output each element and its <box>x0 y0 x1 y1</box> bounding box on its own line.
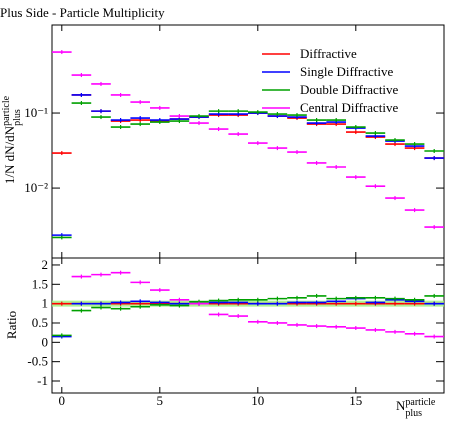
chart-title: Plus Side - Particle Multiplicity <box>0 5 165 20</box>
y-tick-label: -1 <box>37 373 48 388</box>
legend-label: Diffractive <box>300 46 357 61</box>
y-tick-label: 10⁻¹ <box>24 105 48 120</box>
y-tick-label: 1.5 <box>32 276 48 291</box>
y-tick-label: 0.5 <box>32 315 48 330</box>
legend-label: Central Diffractive <box>300 100 399 115</box>
y-tick-label: -0.5 <box>27 354 48 369</box>
x-tick-label: 10 <box>251 393 264 408</box>
legend-label: Double Diffractive <box>300 82 399 97</box>
x-tick-label: 5 <box>157 393 164 408</box>
ratio-axis-label: Ratio <box>4 311 19 339</box>
y-tick-label: 0 <box>42 334 49 349</box>
legend-label: Single Diffractive <box>300 64 393 79</box>
y-label-sup: particle <box>1 95 12 126</box>
x-axis-label: Nparticle plus <box>396 397 436 419</box>
ratio-frame <box>51 257 445 394</box>
x-tick-label: 0 <box>59 393 66 408</box>
y-tick-label: 2 <box>42 257 49 272</box>
x-label-main: N <box>396 398 406 413</box>
y-tick-label: 1 <box>42 296 49 311</box>
x-label-sub: plus <box>405 408 422 419</box>
x-label-sup: particle <box>405 397 436 408</box>
y-tick-label: 10⁻² <box>24 180 48 195</box>
y-label-main: 1/N dN/dN <box>2 125 17 184</box>
y-label-sub: plus <box>12 109 23 126</box>
x-tick-label: 15 <box>349 393 362 408</box>
y-axis-label: 1/N dN/dNparticleplus <box>1 95 23 184</box>
